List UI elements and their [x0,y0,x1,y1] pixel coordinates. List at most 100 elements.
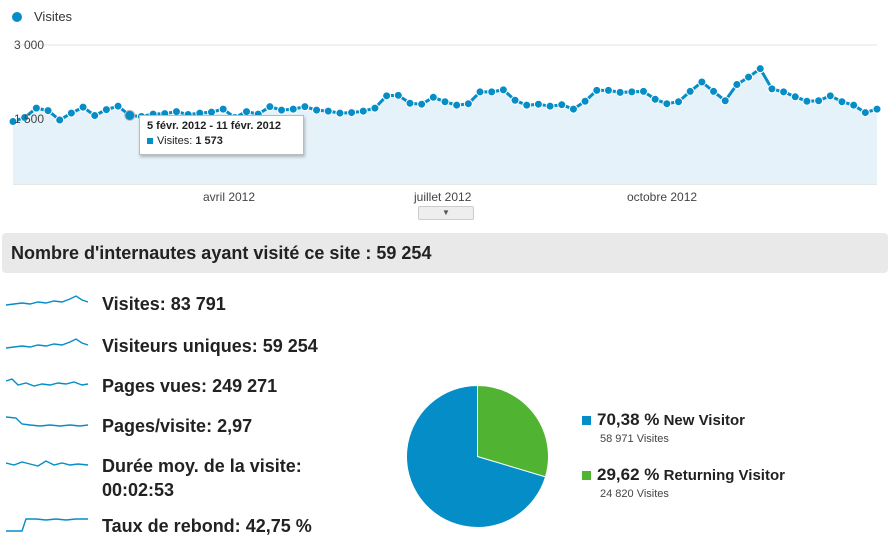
data-point[interactable] [440,97,450,107]
data-point[interactable] [510,95,520,105]
pie-legend-pct: 29,62 % [597,465,660,484]
data-point[interactable] [347,108,357,118]
data-point[interactable] [603,85,613,95]
data-point[interactable] [20,113,30,123]
data-point[interactable] [300,102,310,112]
data-point[interactable] [568,104,578,114]
metric-value: 249 271 [212,376,278,396]
data-point[interactable] [627,87,637,97]
data-point[interactable] [674,97,684,107]
data-point[interactable] [580,96,590,106]
pie-legend-new-visitor: 70,38 % New Visitor 58 971 Visites [582,410,745,445]
data-point[interactable] [744,72,754,82]
data-point[interactable] [452,100,462,110]
data-point[interactable] [522,100,532,110]
metric-label: Pages vues: [102,376,208,396]
data-point[interactable] [790,92,800,102]
data-point[interactable] [417,99,427,109]
data-point[interactable] [288,104,298,114]
data-point[interactable] [31,103,41,113]
data-point[interactable] [335,108,345,118]
chevron-down-icon: ▼ [442,208,450,217]
data-point[interactable] [662,99,672,109]
metric-value: 00:02:53 [102,480,175,500]
data-point[interactable] [358,106,368,116]
data-point[interactable] [382,91,392,101]
visitor-type-pie[interactable] [405,384,550,529]
tooltip-value: 1 573 [195,135,223,147]
data-point[interactable] [218,104,228,114]
chart-expand-handle[interactable]: ▼ [418,206,474,220]
data-point[interactable] [8,116,18,126]
data-point[interactable] [90,111,100,121]
data-point[interactable] [113,101,123,111]
data-point[interactable] [837,97,847,107]
sparkline-line [6,416,88,427]
data-point[interactable] [849,100,859,110]
data-point[interactable] [732,79,742,89]
x-tick-label: avril 2012 [203,190,256,204]
data-point[interactable] [323,106,333,116]
legend-dot-icon [12,11,22,22]
sparkline-pages-per-visit[interactable] [6,413,88,435]
data-point[interactable] [533,99,543,109]
data-point[interactable] [124,109,136,121]
data-point[interactable] [709,86,719,96]
data-point[interactable] [720,96,730,106]
visits-chart[interactable]: Visites 3 000 1 500 avril 2012 juillet 2… [0,0,890,220]
data-point[interactable] [638,86,648,96]
data-point[interactable] [55,115,65,125]
legend-label: Visites [34,9,73,24]
pie-legend-count: 58 971 Visites [600,433,669,445]
data-point[interactable] [685,86,695,96]
metric-label: Taux de rebond: [102,516,241,536]
data-point[interactable] [615,87,625,97]
data-point[interactable] [860,108,870,118]
data-point[interactable] [697,77,707,87]
data-point[interactable] [78,102,88,112]
data-point[interactable] [557,100,567,110]
data-point[interactable] [370,103,380,113]
legend-swatch-icon [582,416,591,425]
y-tick-label: 3 000 [14,38,45,52]
sparkline-pageviews[interactable] [6,373,88,395]
data-point[interactable] [487,87,497,97]
sparkline-avg-visit-duration[interactable] [6,453,88,475]
pie-slice-returning-visitor[interactable] [477,384,549,478]
data-point[interactable] [393,90,403,100]
data-point[interactable] [545,101,555,111]
tooltip-label: Visites [157,135,190,147]
data-point[interactable] [650,94,660,104]
data-point[interactable] [312,105,322,115]
data-point[interactable] [428,92,438,102]
data-point[interactable] [405,98,415,108]
sparkline-visits[interactable] [6,291,88,313]
data-point[interactable] [767,84,777,94]
legend-swatch-icon [582,471,591,480]
data-point[interactable] [265,102,275,112]
pie-slice-new-visitor[interactable] [406,384,547,528]
data-point[interactable] [592,85,602,95]
sparkline-line [6,518,88,532]
sparkline-bounce-rate[interactable] [6,513,88,535]
data-point[interactable] [779,87,789,97]
data-point[interactable] [277,105,287,115]
data-point[interactable] [43,106,53,116]
data-point[interactable] [475,87,485,97]
data-point[interactable] [825,91,835,101]
visits-line-chart[interactable] [0,0,890,220]
pie-chart[interactable] [405,384,550,529]
data-point[interactable] [872,104,882,114]
data-point[interactable] [802,96,812,106]
data-point[interactable] [755,64,765,74]
sparkline-unique-visitors[interactable] [6,333,88,355]
data-point[interactable] [814,96,824,106]
metric-label: Durée moy. de la visite: [102,456,302,476]
data-point[interactable] [66,108,76,118]
data-point[interactable] [101,105,111,115]
metric-value: 83 791 [170,294,226,314]
data-point[interactable] [498,85,508,95]
tooltip-row: Visites: 1 573 [147,135,296,147]
data-point[interactable] [463,99,473,109]
metric-label: Pages/visite: [102,416,213,436]
